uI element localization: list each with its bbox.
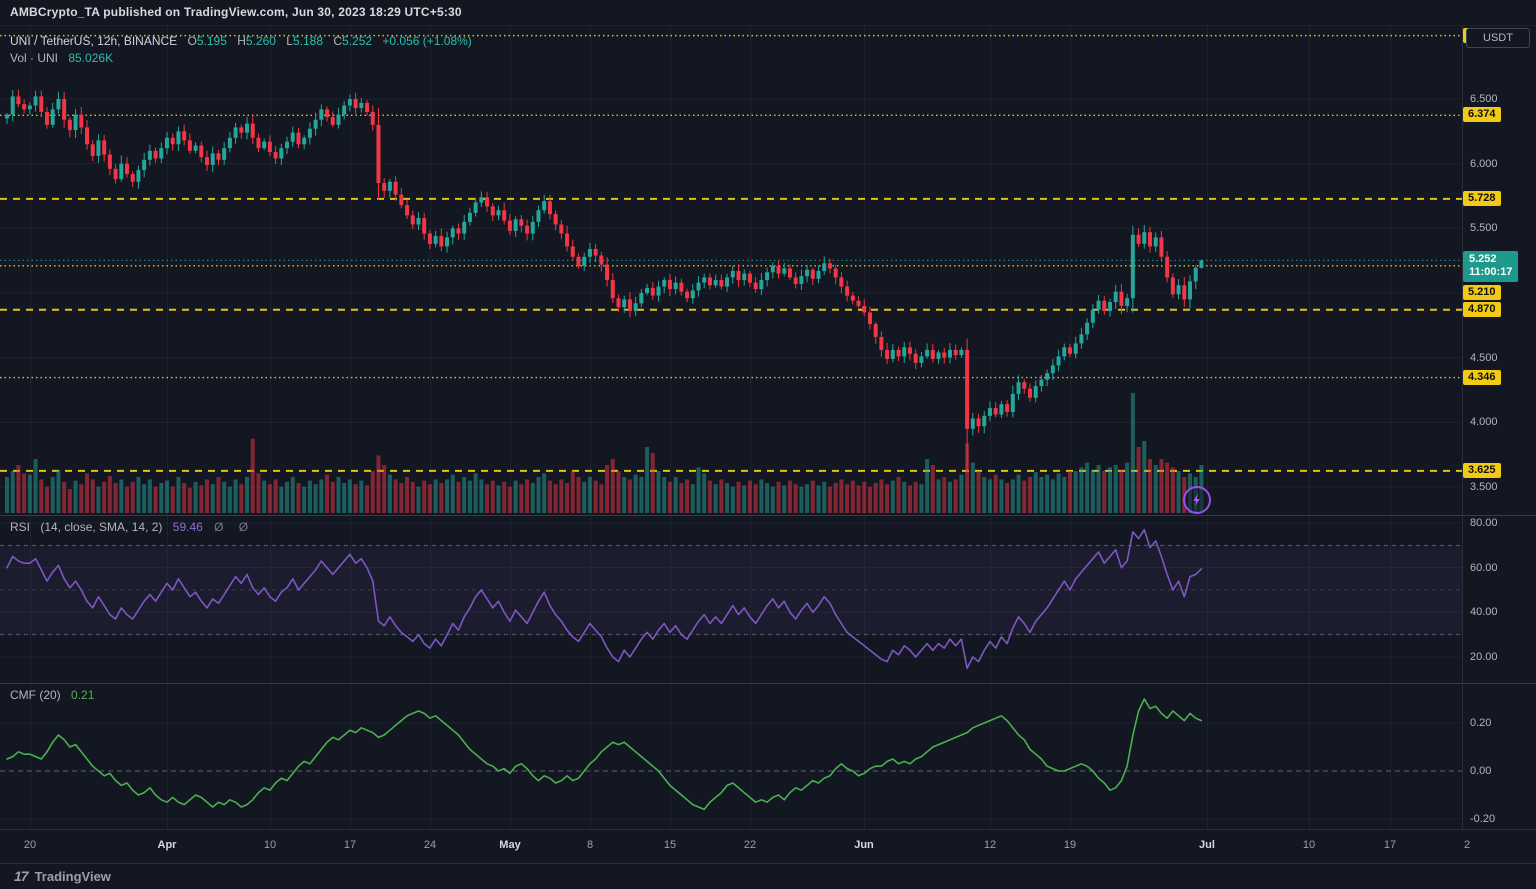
high-value: 5.260 [245,34,276,48]
time-axis-label: 24 [423,839,437,851]
price-line-label: 4.870 [1463,301,1501,317]
lightning-icon [1193,493,1200,507]
time-axis-label: 17 [1383,839,1397,851]
time-axis-label: 8 [586,839,594,851]
low-value: 5.188 [292,34,324,48]
time-axis-label: 17 [343,839,357,851]
header-bar: AMBCrypto_TA published on TradingView.co… [0,0,1536,26]
time-axis[interactable]: 20 Apr 10 17 24 May 8 15 22 Jun 12 19 Jul 10 17 2 [0,829,1536,863]
rsi-legend[interactable]: RSI (14, close, SMA, 14, 2) 59.46 Ø Ø [10,520,254,534]
time-axis-label: 22 [743,839,757,851]
price-axis-tick: 6.500 [1470,93,1498,105]
time-axis-label: 15 [663,839,677,851]
publication-title: AMBCrypto_TA published on TradingView.co… [10,5,462,19]
boost-button[interactable] [1183,486,1211,514]
rsi-axis-tick: 80.00 [1470,517,1498,529]
cmf-axis-tick: 0.20 [1470,717,1492,729]
time-axis-label: Jun [854,839,874,851]
time-axis-label: 10 [1302,839,1316,851]
rsi-axis-tick: 60.00 [1470,561,1498,574]
tradingview-brand-link[interactable]: 17 TradingView [14,868,111,884]
volume-legend[interactable]: Vol · UNI 85.026K [10,51,113,65]
cmf-legend[interactable]: CMF (20) 0.21 [10,688,94,702]
price-line-label: 5.210 [1463,285,1501,301]
cmf-axis-tick: 0.00 [1470,765,1492,777]
time-axis-label: 20 [23,839,37,851]
high-label: H [237,34,246,48]
time-axis-label: Jul [1199,839,1215,851]
chart-canvas[interactable] [0,26,1536,863]
volume-label: Vol · UNI [10,51,59,65]
price-line-label: 3.625 [1463,462,1501,478]
time-axis-label: 19 [1063,839,1077,851]
cmf-axis-tick: -0.20 [1470,813,1496,825]
symbol-legend[interactable]: UNI / TetherUS, 12h, BINANCE O5.195 H5.2… [10,34,472,48]
chart-area[interactable]: UNI / TetherUS, 12h, BINANCE O5.195 H5.2… [0,26,1536,863]
currency-toggle-button[interactable]: USDT [1466,28,1530,48]
low-label: L [286,34,293,48]
open-label: O [187,34,197,48]
footer-bar: 17 TradingView [0,863,1536,889]
rsi-value: 59.46 [172,520,203,534]
price-axis-tick: 4.000 [1470,416,1498,429]
tradingview-brand-text: TradingView [34,868,111,884]
tradingview-logo-icon: 17 [14,868,29,884]
price-axis-tick: 5.500 [1470,222,1498,235]
price-axis-tick: 6.000 [1470,157,1498,170]
rsi-axis-tick: 20.00 [1470,650,1498,663]
price-line-label: 4.346 [1463,369,1501,385]
close-label: C [333,34,343,48]
time-axis-label: Apr [157,839,177,851]
time-axis-label: May [499,839,521,851]
open-value: 5.195 [196,34,227,48]
time-axis-label: 10 [263,839,277,851]
volume-value: 85.026K [68,51,114,65]
rsi-axis-tick: 40.00 [1470,606,1498,619]
price-line-label: 5.728 [1463,190,1501,206]
close-value: 5.252 [342,34,373,48]
symbol-title: UNI / TetherUS, 12h, BINANCE [10,34,178,48]
cmf-title: CMF (20) [10,688,61,702]
price-axis[interactable]: 5.252 11:00:17 6.374 5.728 5.210 4.870 4.346 3… [1462,26,1536,829]
price-axis-tick: 4.500 [1470,351,1498,364]
time-axis-label: 2 [1463,839,1471,851]
change-value: +0.056 (+1.08%) [382,34,472,48]
cmf-value: 0.21 [71,688,95,702]
time-axis-label: 12 [983,839,997,851]
current-price-label: 5.252 11:00:17 [1463,251,1519,283]
price-line-label: 6.374 [1463,107,1501,123]
rsi-hidden-values: Ø Ø [214,520,255,534]
price-axis-tick: 3.500 [1470,480,1498,493]
rsi-title: RSI [10,520,31,534]
rsi-params: (14, close, SMA, 14, 2) [40,520,163,534]
